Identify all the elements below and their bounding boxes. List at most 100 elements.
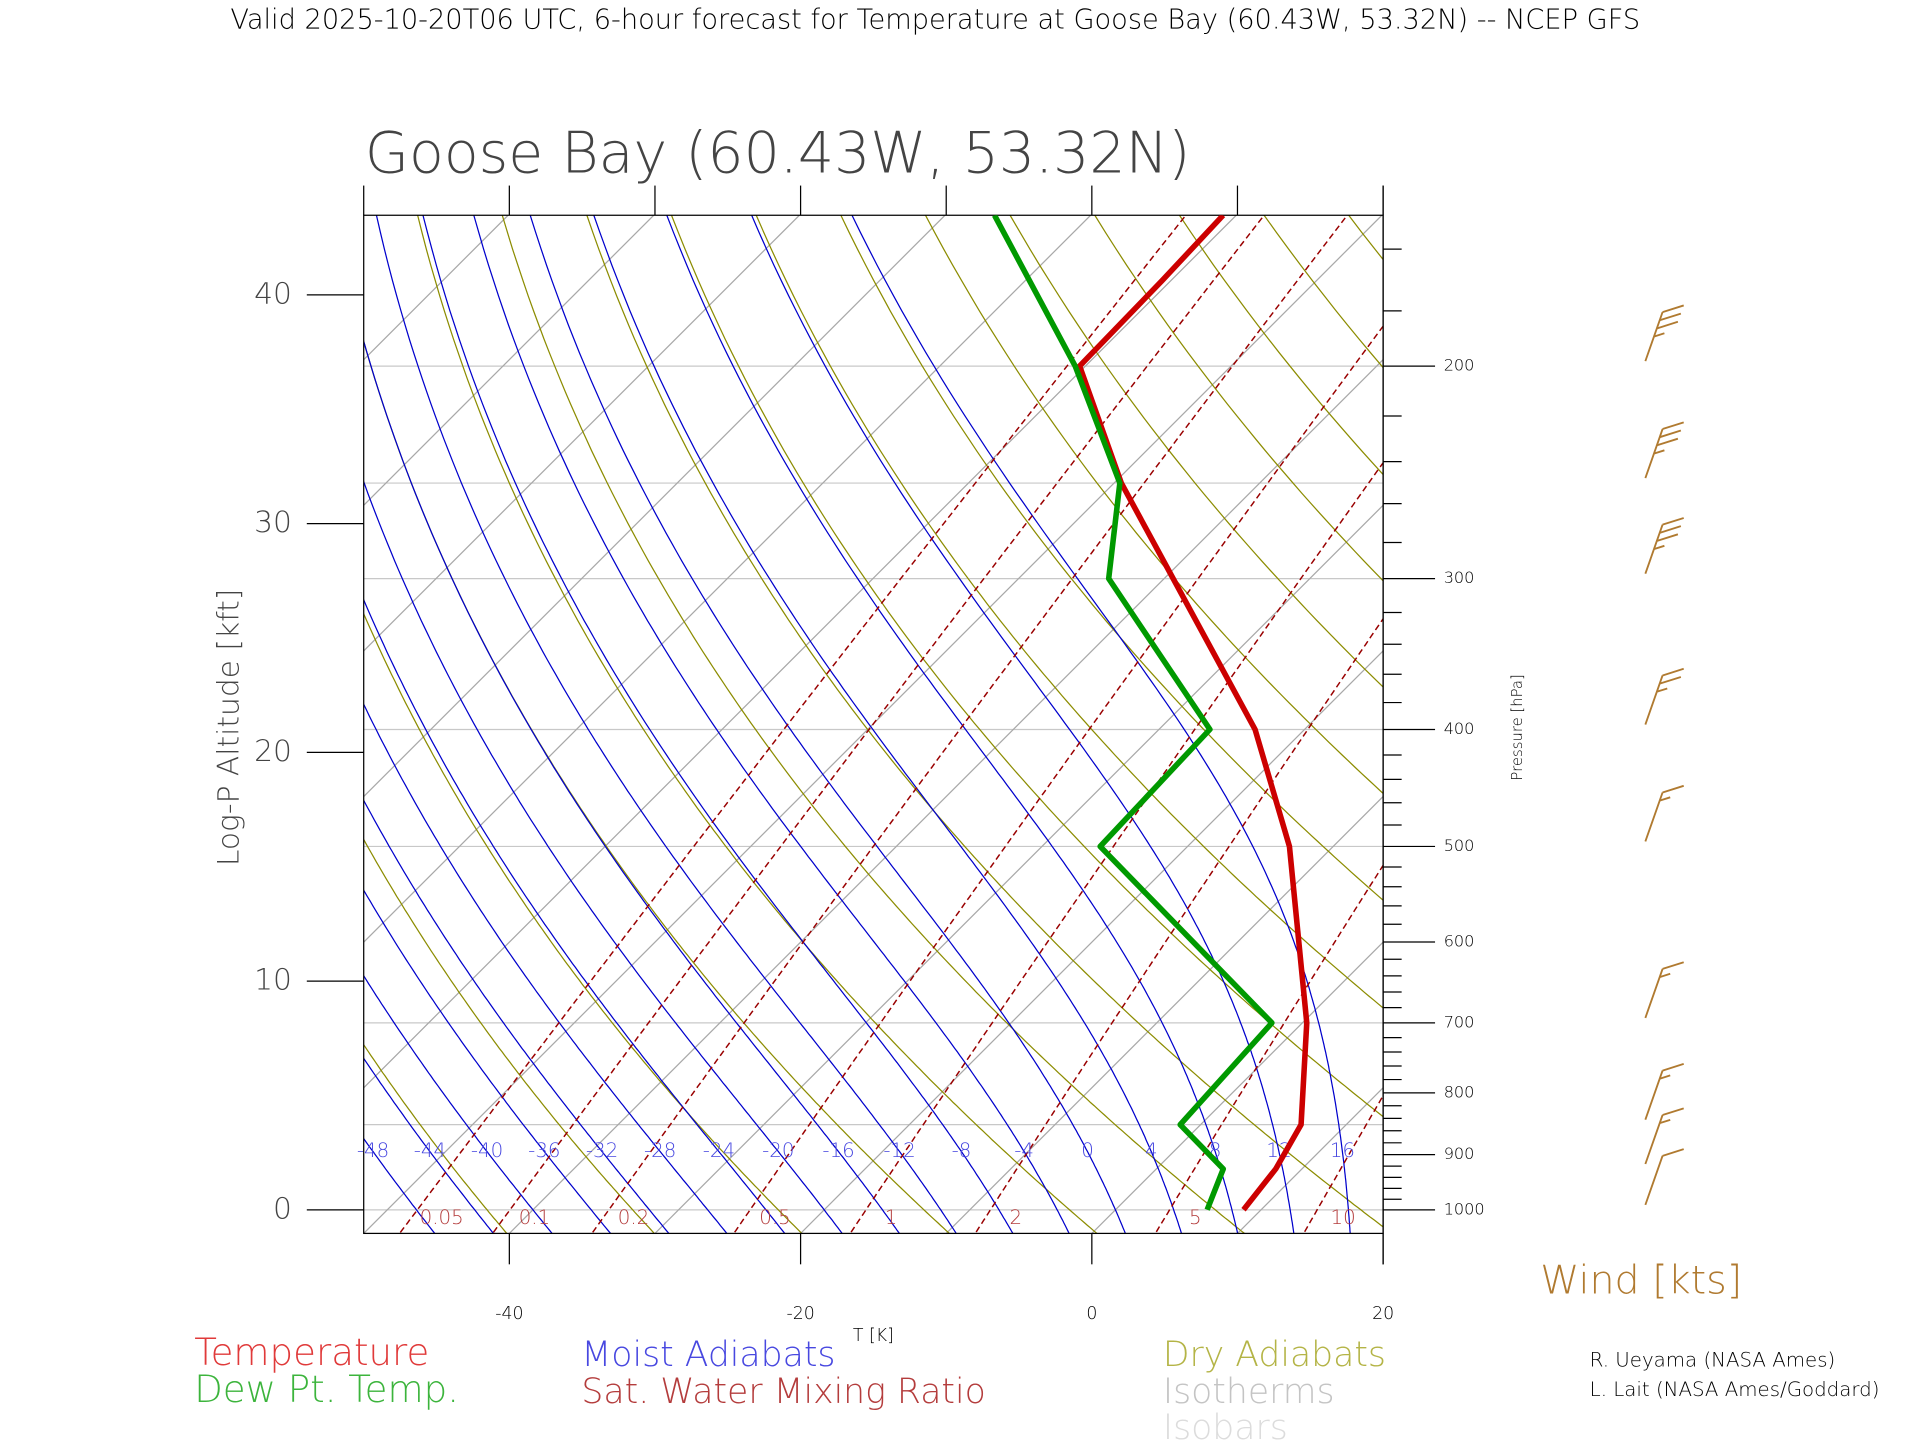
pressure-tick-label: 500 bbox=[1444, 836, 1475, 855]
x-tick-label: 20 bbox=[1372, 1304, 1394, 1324]
wind-barb bbox=[1644, 961, 1684, 1019]
pressure-tick-label: 800 bbox=[1444, 1082, 1475, 1101]
dry-adiabat bbox=[501, 215, 1246, 1234]
page-header: Valid 2025-10-20T06 UTC, 6-hour forecast… bbox=[230, 5, 1640, 36]
moist-adiabat bbox=[363, 1137, 436, 1234]
isotherm bbox=[508, 358, 1384, 1234]
moist-adiabat-label: -36 bbox=[528, 1139, 560, 1162]
moist-adiabat bbox=[363, 974, 553, 1234]
legend-isobars: Isobars bbox=[1163, 1408, 1288, 1440]
isotherm bbox=[654, 504, 1384, 1234]
pressure-tick-label: 300 bbox=[1444, 568, 1475, 587]
pressure-tick-label: 200 bbox=[1444, 356, 1475, 375]
chart-title: Goose Bay (60.43W, 53.32N) bbox=[365, 121, 1190, 187]
altitude-axis-label: Log-P Altitude [kft] bbox=[212, 589, 247, 866]
isotherm bbox=[363, 215, 800, 652]
mixing-ratio-line bbox=[590, 215, 1349, 1234]
mixing-ratio-line bbox=[491, 215, 1266, 1234]
mixing-ratio-line bbox=[1154, 864, 1384, 1234]
dry-adiabat bbox=[1094, 215, 1384, 582]
pressure-tick-label: 600 bbox=[1444, 932, 1475, 951]
isotherm bbox=[0, 215, 71, 1233]
moist-adiabat-label: -8 bbox=[952, 1139, 972, 1162]
isotherm bbox=[0, 215, 362, 1233]
moist-adiabat bbox=[666, 215, 1239, 1234]
isotherm bbox=[0, 215, 217, 1233]
wind-barb bbox=[1644, 304, 1684, 362]
isotherm bbox=[1674, 215, 1920, 1233]
dry-adiabat bbox=[363, 1043, 508, 1234]
moist-adiabat-label: -48 bbox=[357, 1139, 389, 1162]
x-axis-label: T [K] bbox=[853, 1326, 894, 1346]
isotherm bbox=[363, 215, 946, 798]
dry-adiabat bbox=[1820, 179, 1920, 1240]
dry-adiabat bbox=[1571, 179, 1920, 1240]
isotherm bbox=[945, 795, 1384, 1234]
pressure-tick-label: 700 bbox=[1444, 1012, 1475, 1031]
moist-adiabat-label: -24 bbox=[703, 1139, 735, 1162]
dry-adiabat bbox=[1405, 179, 1920, 1240]
mixing-ratio-label: 2 bbox=[1009, 1206, 1022, 1229]
mixing-ratio-line bbox=[398, 215, 1187, 1234]
moist-adiabat-label: -32 bbox=[586, 1139, 618, 1162]
dry-adiabat bbox=[670, 215, 1384, 1118]
isotherm bbox=[1237, 1086, 1384, 1234]
dry-adiabat bbox=[755, 215, 1384, 1009]
mixing-ratio-line bbox=[974, 617, 1384, 1234]
isotherm bbox=[363, 215, 655, 507]
moist-adiabat bbox=[851, 215, 1351, 1234]
legend-dewpoint: Dew Pt. Temp. bbox=[194, 1368, 459, 1411]
moist-adiabat bbox=[363, 799, 670, 1234]
moist-adiabat-label: -28 bbox=[644, 1139, 676, 1162]
isotherm bbox=[363, 215, 509, 361]
moist-adiabat bbox=[363, 339, 901, 1234]
moist-adiabat bbox=[529, 215, 1127, 1234]
background-lines bbox=[0, 179, 1920, 1240]
moist-adiabat-label: -44 bbox=[414, 1139, 446, 1162]
legend-mixing-ratio: Sat. Water Mixing Ratio bbox=[581, 1372, 985, 1412]
x-tick-label: -20 bbox=[786, 1304, 814, 1324]
mixing-ratio-label: 0.5 bbox=[759, 1206, 790, 1229]
x-tick-label: -40 bbox=[495, 1304, 523, 1324]
dry-adiabat bbox=[363, 612, 803, 1234]
moist-adiabat-label: 4 bbox=[1145, 1139, 1158, 1162]
legend-isotherms: Isotherms bbox=[1163, 1372, 1335, 1412]
dry-adiabat bbox=[1009, 215, 1384, 688]
moist-adiabat bbox=[375, 215, 957, 1234]
wind-barb bbox=[1644, 1107, 1684, 1165]
mixing-ratio-label: 0.1 bbox=[519, 1206, 550, 1229]
isotherm bbox=[363, 215, 1237, 1089]
altitude-tick-label: 20 bbox=[254, 734, 292, 769]
dry-adiabat bbox=[363, 838, 656, 1234]
wind-label: Wind [kts] bbox=[1540, 1257, 1742, 1303]
moist-adiabat-label: -12 bbox=[883, 1139, 915, 1162]
mixing-ratio-line bbox=[1302, 1094, 1384, 1234]
isotherm bbox=[363, 215, 1092, 944]
moist-adiabat bbox=[473, 215, 1070, 1234]
altitude-tick-label: 30 bbox=[254, 505, 292, 540]
isotherm bbox=[1091, 941, 1384, 1234]
wind-barb bbox=[1644, 1063, 1684, 1120]
temperature-line bbox=[1076, 215, 1310, 1212]
wind-barb bbox=[1644, 667, 1684, 725]
isotherm bbox=[800, 650, 1384, 1234]
credit: L. Lait (NASA Ames/Goddard) bbox=[1590, 1378, 1880, 1401]
moist-adiabat bbox=[363, 479, 843, 1234]
legend-temperature: Temperature bbox=[194, 1331, 429, 1374]
moist-adiabat-label: -20 bbox=[762, 1139, 794, 1162]
mixing-ratio-label: 5 bbox=[1189, 1206, 1202, 1229]
dry-adiabat bbox=[1654, 179, 1920, 1240]
moist-adiabat bbox=[750, 215, 1295, 1234]
wind-barb bbox=[1644, 784, 1684, 842]
dry-adiabat bbox=[1488, 179, 1920, 1240]
dry-adiabat bbox=[1263, 215, 1384, 369]
mixing-ratio-label: 0.05 bbox=[420, 1206, 464, 1229]
mixing-ratio-label: 0.2 bbox=[618, 1206, 649, 1229]
dry-adiabat bbox=[840, 215, 1384, 902]
dry-adiabat bbox=[1347, 215, 1384, 261]
dry-adiabat bbox=[1903, 179, 1920, 1240]
mixing-ratio-line bbox=[732, 324, 1384, 1234]
dry-adiabat bbox=[1737, 179, 1920, 1240]
